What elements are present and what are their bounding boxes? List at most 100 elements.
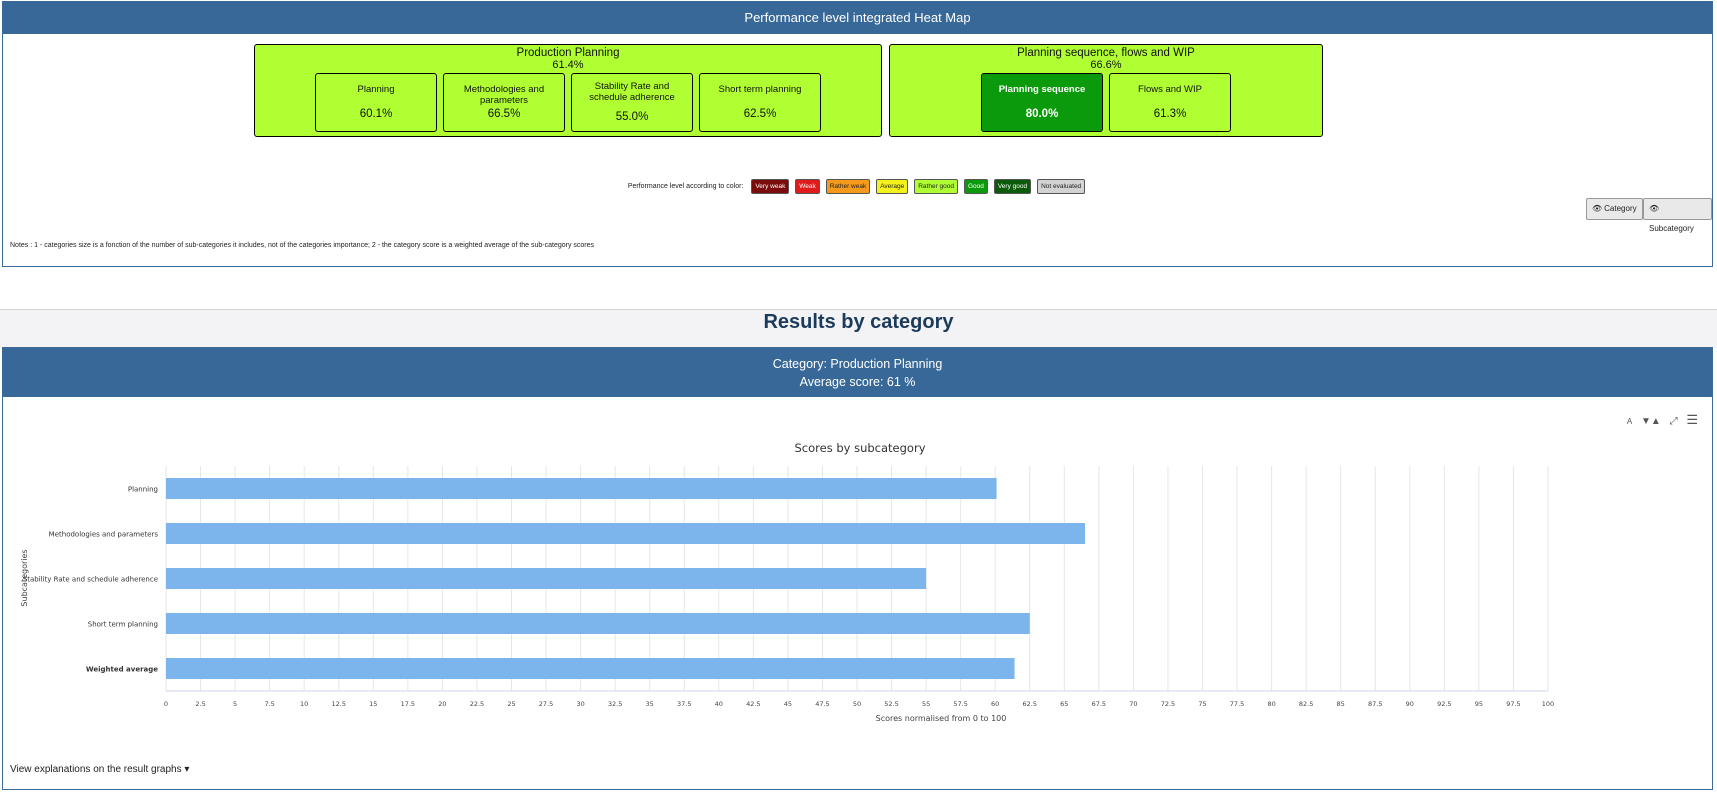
subcategory-score: 55.0% [615,111,649,123]
x-tick-label: 52.5 [884,700,898,708]
x-tick-label: 85 [1337,700,1345,708]
y-category-label: Short term planning [88,621,158,629]
legend-chip-good: Good [963,179,988,194]
x-tick-label: 0 [164,700,168,708]
x-tick-label: 37.5 [677,700,691,708]
subcategory-name: Flows and WIP [1138,84,1202,95]
y-category-label: Methodologies and parameters [49,531,159,539]
x-tick-label: 95 [1475,700,1483,708]
x-tick-label: 87.5 [1368,700,1382,708]
subcategory-score: 62.5% [743,108,777,120]
legend-chip-very-weak: Very weak [751,179,790,194]
bar-stability-rate-and-schedule-adherence[interactable] [166,568,927,589]
subcategory-score: 61.3% [1153,108,1187,120]
x-tick-label: 97.5 [1506,700,1520,708]
x-tick-label: 57.5 [953,700,967,708]
x-tick-label: 10 [300,700,308,708]
x-tick-label: 65 [1060,700,1068,708]
legend-chip-rather-good: Rather good [914,179,959,194]
bar-weighted-average[interactable] [166,658,1015,679]
subcategory-score: 60.1% [359,108,393,120]
x-tick-label: 35 [646,700,654,708]
subcategory-score: 80.0% [1025,108,1059,120]
color-legend: Performance level according to color: Ve… [3,179,1712,194]
subcategory-name: Stability Rate and schedule adherence [589,81,675,103]
x-tick-label: 15 [369,700,377,708]
x-tick-label: 7.5 [264,700,274,708]
x-tick-label: 30 [576,700,584,708]
category-button[interactable]: 👁 Category [1586,198,1643,220]
category-name: Planning sequence, flows and WIP [1017,47,1195,59]
x-tick-label: 17.5 [401,700,415,708]
fullscreen-icon[interactable]: ⤢ [1669,416,1678,427]
view-explanations-link[interactable]: View explanations on the result graphs ▾ [10,764,189,775]
x-tick-label: 40 [715,700,723,708]
subcategory-stability-rate[interactable]: Stability Rate and schedule adherence 55… [571,73,693,132]
x-tick-label: 22.5 [470,700,484,708]
category-line: Category: Production Planning [772,357,943,371]
chart-toolbar: A ▼▲ ⤢ ☰ [1621,412,1698,428]
x-tick-label: 20 [438,700,446,708]
results-panel: Category: Production Planning Average sc… [2,347,1713,790]
x-tick-label: 80 [1267,700,1275,708]
x-tick-label: 82.5 [1299,700,1313,708]
subcategory-methodologies[interactable]: Methodologies and parameters 66.5% [443,73,565,132]
x-tick-label: 100 [1542,700,1554,708]
filter-icon[interactable]: ▼▲ [1640,416,1661,427]
category-button-label: Category [1604,204,1637,213]
font-size-icon[interactable]: A [1626,417,1633,426]
subcategory-flows-wip[interactable]: Flows and WIP 61.3% [1109,73,1231,132]
menu-icon[interactable]: ☰ [1686,412,1698,427]
subcategory-name: Methodologies and parameters [463,84,545,106]
chart-title: Scores by subcategory [794,441,925,455]
caret-down-icon: ▾ [181,764,190,775]
subcategory-planning[interactable]: Planning 60.1% [315,73,437,132]
subcategory-name: Planning sequence [998,84,1086,95]
subcategory-planning-sequence[interactable]: Planning sequence 80.0% [981,73,1103,132]
x-tick-label: 90 [1406,700,1414,708]
bar-planning[interactable] [166,478,997,499]
x-tick-label: 5 [233,700,237,708]
subcategory-name: Planning [357,84,395,95]
x-tick-label: 12.5 [332,700,346,708]
y-axis-label: Subcategories [20,549,29,606]
bar-methodologies-and-parameters[interactable] [166,523,1086,544]
legend-chip-average: Average [876,179,909,194]
subcategory-button[interactable]: 👁 Subcategory [1643,198,1712,233]
y-category-label: Stability Rate and schedule adherence [23,576,158,584]
view-explanations-label: View explanations on the result graphs [10,764,182,775]
legend-chip-not-evaluated: Not evaluated [1037,179,1086,194]
x-tick-label: 75 [1198,700,1206,708]
average-score-line: Average score: 61 % [799,375,916,389]
y-category-label: Planning [128,486,158,494]
section-band [0,309,1717,348]
y-category-label: Weighted average [86,666,158,674]
scores-bar-chart: Scores by subcategory Planning Methodolog… [20,441,1554,723]
heatmap-notes: Notes : 1 - categories size is a fonctio… [10,242,595,249]
section-title: Results by category [763,311,954,333]
subcategory-button-label: Subcategory [1649,224,1694,233]
heatmap-title: Performance level integrated Heat Map [3,2,1712,34]
eye-icon: 👁 [1592,204,1603,213]
results-header: Category: Production Planning Average sc… [3,348,1712,397]
x-tick-label: 62.5 [1023,700,1037,708]
legend-label: Performance level according to color: [627,183,744,190]
eye-icon: 👁 [1649,204,1660,213]
x-tick-label: 67.5 [1092,700,1106,708]
x-tick-label: 50 [853,700,861,708]
bar-short-term-planning[interactable] [166,613,1030,634]
legend-chip-weak: Weak [795,179,820,194]
x-tick-label: 45 [784,700,792,708]
category-planning-sequence[interactable]: Planning sequence, flows and WIP 66.6% [889,44,1323,137]
legend-chip-very-good: Very good [993,179,1032,194]
x-tick-label: 47.5 [815,700,829,708]
x-tick-label: 27.5 [539,700,553,708]
x-tick-label: 55 [922,700,930,708]
subcategory-score: 66.5% [487,108,521,120]
subcategory-short-term[interactable]: Short term planning 62.5% [699,73,821,132]
x-tick-label: 32.5 [608,700,622,708]
heatmap-panel: Performance level integrated Heat Map Pr… [2,1,1713,267]
x-tick-label: 60 [991,700,999,708]
x-tick-label: 70 [1129,700,1137,708]
legend-chip-rather-weak: Rather weak [825,179,871,194]
